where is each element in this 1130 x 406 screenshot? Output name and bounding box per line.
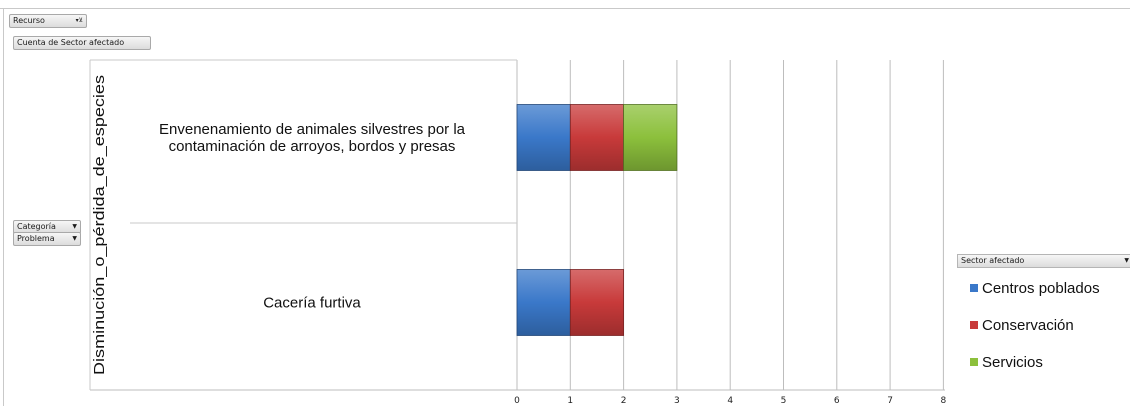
x-tick-label: 5 — [781, 396, 787, 406]
legend-item: Centros poblados — [970, 279, 1100, 297]
x-tick-label: 2 — [621, 396, 627, 406]
categoria-field-label: Categoría — [17, 222, 56, 231]
recurso-filter-button[interactable]: Recurso ▾⊻ — [9, 14, 87, 28]
legend-field-button[interactable]: Sector afectado ▼ — [957, 254, 1130, 268]
x-tick-label: 1 — [567, 396, 573, 406]
legend-swatch — [970, 284, 978, 292]
category-label: Envenenamiento de animales silvestres po… — [159, 121, 466, 138]
dropdown-arrow-icon: ▼ — [72, 223, 77, 230]
dropdown-arrow-icon: ▼ — [1124, 257, 1129, 264]
legend-title: Sector afectado — [961, 256, 1025, 265]
bar-segment — [569, 104, 624, 171]
bar-segment — [516, 104, 571, 171]
legend-label: Centros poblados — [982, 279, 1100, 297]
x-tick-label: 8 — [941, 396, 947, 406]
problema-field-button[interactable]: Problema ▼ — [13, 232, 81, 246]
group-axis-label: Disminución_o_pérdida_de_especies — [91, 75, 108, 375]
x-tick-label: 6 — [834, 396, 840, 406]
bar-segment — [516, 269, 571, 336]
x-tick-label: 3 — [674, 396, 680, 406]
pivot-frame-left — [3, 8, 4, 406]
pivot-frame-top — [0, 0, 1130, 9]
bar-segment — [623, 104, 678, 171]
x-tick-label: 0 — [514, 396, 520, 406]
legend-item: Servicios — [970, 353, 1043, 371]
category-label: Cacería furtiva — [263, 295, 361, 312]
legend-swatch — [970, 358, 978, 366]
recurso-filter-label: Recurso — [13, 16, 45, 25]
dropdown-arrow-icon: ▼ — [72, 235, 77, 242]
filter-dropdown-icon: ▾⊻ — [75, 17, 83, 24]
x-tick-label: 7 — [887, 396, 893, 406]
value-field-button[interactable]: Cuenta de Sector afectado — [13, 36, 151, 50]
legend-label: Conservación — [982, 316, 1074, 334]
value-field-label: Cuenta de Sector afectado — [17, 38, 125, 47]
bar-segment — [569, 269, 624, 336]
legend-item: Conservación — [970, 316, 1074, 334]
category-label: contaminación de arroyos, bordos y presa… — [169, 138, 456, 155]
problema-field-label: Problema — [17, 234, 55, 243]
x-tick-label: 4 — [727, 396, 733, 406]
legend-swatch — [970, 321, 978, 329]
legend-label: Servicios — [982, 353, 1043, 371]
